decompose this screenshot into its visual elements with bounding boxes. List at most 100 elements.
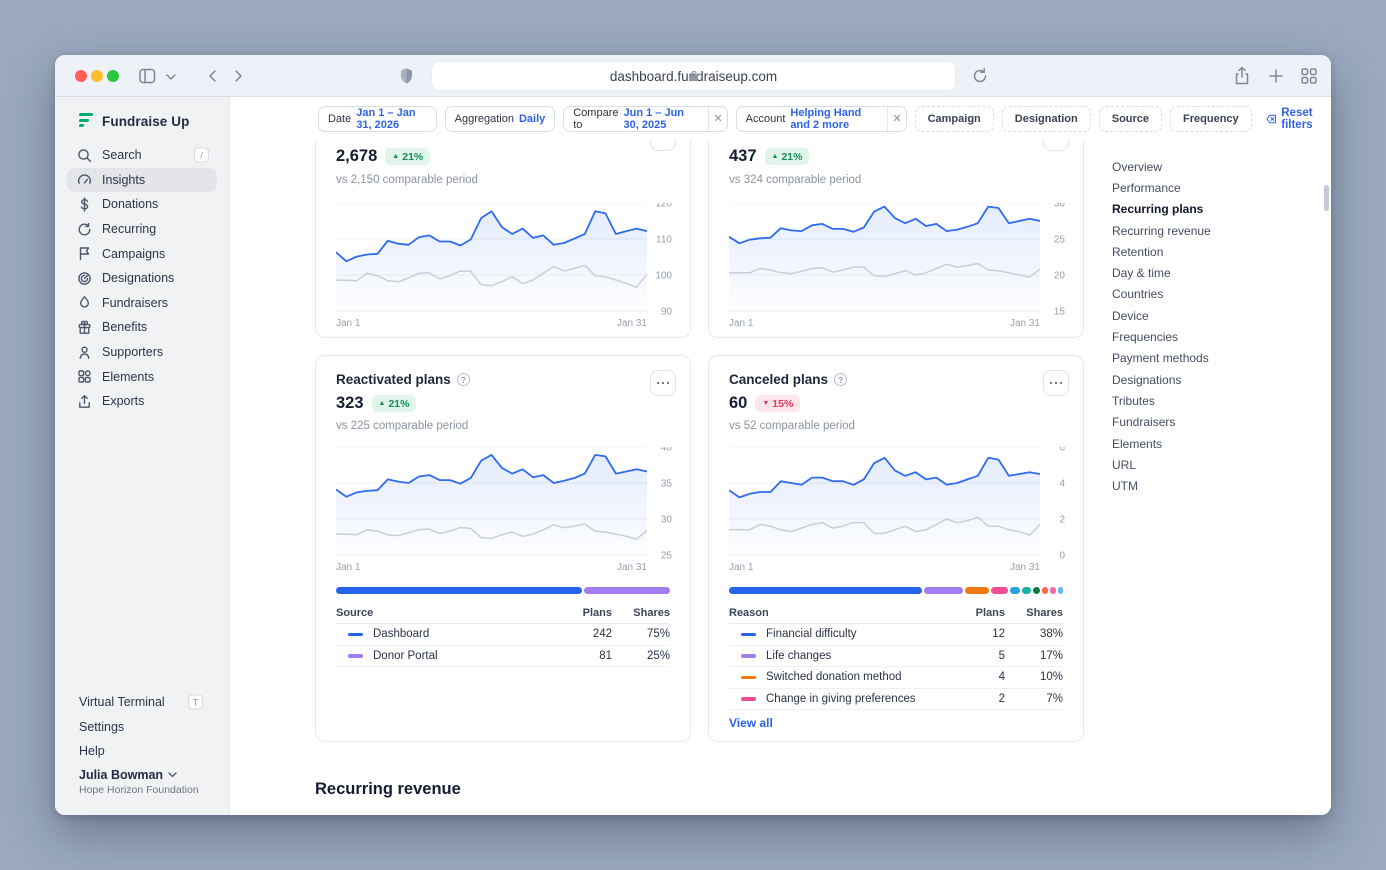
share-bar-segment (1057, 587, 1063, 594)
forward-icon[interactable] (234, 69, 244, 83)
tab-overview-icon[interactable] (1301, 68, 1317, 84)
line-chart: 30 25 20 15 Jan 1 Jan 31 (728, 199, 1065, 338)
remove-account-filter-button[interactable]: ✕ (887, 106, 905, 131)
sidebar-item-label: Search (102, 148, 142, 163)
sidebar-item-label: Insights (102, 172, 146, 187)
sidebar-item-search[interactable]: Search / (67, 143, 217, 168)
sidebar-item-virtual-terminal[interactable]: Virtual Terminal T (79, 694, 217, 710)
card-menu-button[interactable] (650, 370, 676, 396)
sidebar-item-recurring[interactable]: Recurring (67, 217, 217, 242)
close-window-button[interactable] (75, 70, 87, 82)
table-row[interactable]: Financial difficulty 12 38% (729, 624, 1063, 646)
sidebar-item-designations[interactable]: Designations (67, 266, 217, 291)
privacy-shield-icon[interactable] (399, 67, 414, 85)
user-menu[interactable]: Julia Bowman (79, 768, 217, 782)
line-chart-svg: 30 25 20 15 Jan 1 Jan 31 (728, 199, 1065, 329)
sidebar-item-exports[interactable]: Exports (67, 389, 217, 414)
section-nav-elements[interactable]: Elements (1112, 436, 1163, 451)
filter-aggregation-label: Aggregation (454, 112, 514, 125)
page-scrollbar-thumb[interactable] (1324, 185, 1329, 211)
section-nav-overview[interactable]: Overview (1112, 159, 1163, 174)
section-nav-day-time[interactable]: Day & time (1112, 266, 1171, 281)
sidebar-item-settings[interactable]: Settings (79, 720, 217, 734)
section-nav-payment-methods[interactable]: Payment methods (1112, 351, 1209, 366)
sidebar-toggle-icon[interactable] (139, 68, 156, 84)
sidebar-item-label: Designations (102, 271, 175, 286)
card-menu-button[interactable] (1043, 370, 1069, 396)
table-row[interactable]: Change in giving preferences 2 7% (729, 689, 1063, 710)
filter-campaign[interactable]: Campaign (914, 105, 994, 132)
address-bar[interactable]: dashboard.fundraiseup.com (432, 62, 955, 90)
share-bar-segment (1042, 587, 1049, 594)
sidebar-item-campaigns[interactable]: Campaigns (67, 241, 217, 266)
card-menu-button[interactable] (1043, 140, 1069, 151)
filter-compare-to[interactable]: Compare to Jun 1 – Jun 30, 2025 ✕ (563, 105, 728, 132)
section-nav-url[interactable]: URL (1112, 457, 1137, 472)
sidebar-item-benefits[interactable]: Benefits (67, 315, 217, 340)
filter-account[interactable]: Account Helping Hand and 2 more ✕ (735, 105, 907, 132)
sidebar-item-supporters[interactable]: Supporters (67, 340, 217, 365)
section-nav-designations[interactable]: Designations (1112, 372, 1182, 387)
series-color-dash (348, 632, 363, 636)
sidebar-nav: Search / Insights Donations Recurring (67, 143, 217, 414)
table-row[interactable]: Donor Portal 81 25% (336, 646, 670, 667)
reason-table: Reason Plans Shares Financial difficulty… (729, 603, 1063, 710)
sidebar-item-fundraisers[interactable]: Fundraisers (67, 291, 217, 316)
sidebar-item-elements[interactable]: Elements (67, 364, 217, 389)
reset-filters-button[interactable]: Reset filters (1266, 107, 1331, 131)
zoom-window-button[interactable] (107, 70, 119, 82)
table-row[interactable]: Switched donation method 4 10% (729, 667, 1063, 689)
filter-designation[interactable]: Designation (1001, 105, 1091, 132)
share-icon[interactable] (1234, 66, 1250, 86)
help-icon[interactable]: ? (834, 373, 848, 386)
table-row[interactable]: Life changes 5 17% (729, 646, 1063, 667)
filter-designation-label: Designation (1014, 112, 1078, 125)
filter-date[interactable]: Date Jan 1 – Jan 31, 2026 (318, 105, 437, 132)
svg-text:90: 90 (661, 307, 672, 318)
section-nav-frequencies[interactable]: Frequencies (1112, 330, 1179, 345)
filter-date-label: Date (328, 112, 352, 125)
filter-aggregation[interactable]: Aggregation Daily (444, 105, 556, 132)
minimize-window-button[interactable] (91, 70, 103, 82)
fundraisers-droplet-icon (80, 296, 89, 308)
app-frame: Fundraise Up Search / Insights Donations (55, 97, 1331, 815)
svg-text:30: 30 (661, 515, 672, 526)
section-nav-retention[interactable]: Retention (1112, 244, 1164, 259)
section-nav-device[interactable]: Device (1112, 308, 1149, 323)
section-nav-utm[interactable]: UTM (1112, 479, 1138, 494)
insights-gauge-icon (78, 174, 91, 185)
reason-share-bar (729, 587, 1063, 594)
section-nav-countries[interactable]: Countries (1112, 287, 1164, 302)
remove-compare-filter-button[interactable]: ✕ (708, 106, 726, 131)
filter-bar: Date Jan 1 – Jan 31, 2026 Aggregation Da… (230, 97, 1331, 140)
new-tab-icon[interactable] (1269, 69, 1283, 83)
main-content: Date Jan 1 – Jan 31, 2026 Aggregation Da… (230, 97, 1331, 815)
svg-text:Jan 1: Jan 1 (729, 562, 754, 573)
section-nav-tributes[interactable]: Tributes (1112, 393, 1155, 408)
section-nav-fundraisers[interactable]: Fundraisers (1112, 415, 1176, 430)
filter-source[interactable]: Source (1098, 105, 1163, 132)
view-all-link[interactable]: View all (729, 716, 773, 730)
supporters-person-icon (79, 346, 90, 359)
sidebar-item-help[interactable]: Help (79, 744, 217, 758)
section-heading-recurring-revenue: Recurring revenue (315, 780, 461, 798)
table-row[interactable]: Dashboard 242 75% (336, 624, 670, 646)
section-nav-recurring-plans[interactable]: Recurring plans (1112, 202, 1204, 217)
fundraiseup-logo[interactable]: Fundraise Up (78, 113, 189, 129)
section-nav-performance[interactable]: Performance (1112, 180, 1181, 195)
svg-text:Jan 1: Jan 1 (729, 318, 754, 329)
table-header: Source Plans Shares (336, 603, 670, 624)
back-icon[interactable] (207, 69, 217, 83)
user-organization: Hope Horizon Foundation (79, 784, 199, 796)
dashboard-scroll-area[interactable]: 2,678 ▲ 21% vs 2,150 comparable period 12… (230, 140, 1331, 815)
sidebar-item-donations[interactable]: Donations (67, 192, 217, 217)
section-nav-recurring-revenue[interactable]: Recurring revenue (1112, 223, 1211, 238)
sidebar-item-insights[interactable]: Insights (67, 167, 217, 193)
filter-aggregation-value: Daily (518, 112, 546, 125)
reload-icon[interactable] (971, 67, 989, 85)
filter-frequency[interactable]: Frequency (1170, 105, 1252, 132)
card-menu-button[interactable] (650, 140, 676, 151)
chevron-down-icon[interactable] (165, 73, 177, 81)
help-icon[interactable]: ? (456, 373, 470, 386)
